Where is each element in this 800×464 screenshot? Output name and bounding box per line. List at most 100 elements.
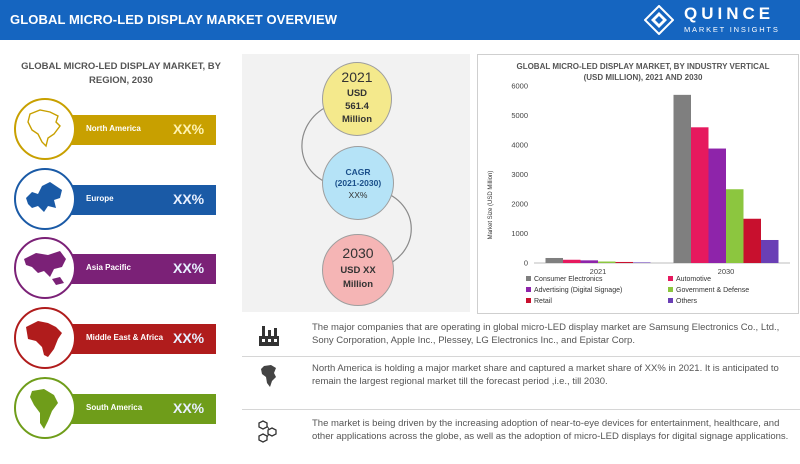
region-bar	[52, 324, 216, 354]
region-name: Asia Pacific	[86, 263, 131, 272]
chart-title-line-2: (USD MILLION), 2021 AND 2030	[584, 73, 703, 82]
region-name: South America	[86, 403, 143, 412]
region-share: XX%	[173, 191, 205, 207]
fact-divider	[242, 409, 800, 410]
x-tick-label: 2030	[718, 267, 735, 276]
north-america-map-icon	[261, 365, 276, 387]
company-logo: QUINCE MARKET INSIGHTS	[644, 3, 794, 37]
region-bar	[52, 394, 216, 424]
factory-icon	[259, 326, 279, 346]
legend-swatch	[668, 298, 673, 303]
region-asia-pacific: Asia Pacific XX%	[14, 237, 216, 299]
bar-2030-0	[673, 94, 691, 263]
region-map-circle	[14, 98, 76, 160]
logo-name: QUINCE	[684, 4, 775, 23]
cagr-period: (2021-2030)	[334, 178, 382, 188]
y-tick-label: 6000	[511, 82, 528, 91]
value-2021-amount: 561.4	[345, 101, 369, 112]
legend-label: Consumer Electronics	[534, 276, 603, 283]
logo-diamond-icon	[644, 5, 674, 35]
header-banner: GLOBAL MICRO-LED DISPLAY MARKET OVERVIEW…	[0, 0, 800, 40]
bar-2021-3	[598, 261, 616, 263]
value-2030-bubble: 2030 USD XX Million	[322, 234, 394, 306]
legend-label: Advertising (Digital Signage)	[534, 287, 622, 294]
legend-swatch	[526, 287, 531, 292]
africa-map-icon	[26, 321, 62, 357]
legend-swatch	[668, 287, 673, 292]
page-title: GLOBAL MICRO-LED DISPLAY MARKET OVERVIEW	[10, 12, 338, 27]
y-axis-label: Market Size (USD Million)	[488, 171, 494, 240]
bar-2030-1	[691, 127, 709, 263]
y-tick-label: 3000	[511, 170, 528, 179]
legend-label: Government & Defense	[676, 287, 749, 294]
region-map-circle	[14, 237, 76, 299]
legend-swatch	[526, 276, 531, 281]
y-tick-label: 1000	[511, 229, 528, 238]
legend-label: Retail	[534, 298, 552, 305]
region-name: Europe	[86, 194, 114, 203]
region-north-america: North America XX%	[14, 98, 216, 160]
region-map-circle	[14, 168, 76, 230]
bar-2030-3	[726, 189, 744, 263]
fact-divider	[242, 356, 800, 357]
region-name: Middle East & Africa	[86, 333, 164, 342]
region-bar	[52, 254, 216, 284]
fact-row-drivers: The market is being driven by the increa…	[242, 418, 800, 458]
value-2030-unit: Million	[342, 279, 374, 290]
cagr-label: CAGR	[345, 167, 371, 177]
y-tick-label: 0	[524, 259, 528, 268]
legend-label: Automotive	[676, 276, 711, 283]
y-tick-label: 4000	[511, 141, 528, 150]
legend-swatch	[668, 276, 673, 281]
bar-2021-4	[615, 261, 633, 263]
legend-label: Others	[676, 298, 698, 305]
bar-2030-5	[761, 239, 779, 263]
legend-swatch	[526, 298, 531, 303]
fact-row-region-share: North America is holding a major market …	[242, 363, 800, 403]
region-share: XX%	[173, 330, 205, 346]
value-2021-bubble: 2021 USD 561.4 Million	[322, 62, 392, 136]
y-tick-label: 5000	[511, 111, 528, 120]
fact-text: The major companies that are operating i…	[312, 322, 780, 346]
region-section-title: GLOBAL MICRO-LED DISPLAY MARKET, BY REGI…	[21, 61, 221, 86]
asia-pacific-map-icon	[24, 251, 66, 285]
south-america-map-icon	[30, 389, 58, 429]
region-share: XX%	[173, 400, 205, 416]
fact-text: North America is holding a major market …	[312, 363, 779, 387]
value-2030-amount: USD XX	[340, 265, 376, 276]
bar-2030-4	[743, 218, 761, 263]
bar-2021-2	[580, 260, 598, 263]
europe-map-icon	[26, 182, 62, 212]
value-2021-currency: USD	[346, 88, 368, 99]
bar-2030-2	[708, 148, 726, 263]
region-name: North America	[86, 124, 141, 133]
region-map-circle	[14, 377, 76, 439]
region-share: XX%	[173, 121, 205, 137]
y-tick-label: 2000	[511, 200, 528, 209]
value-2021-unit: Million	[341, 114, 373, 125]
network-hexagon-icon	[258, 420, 277, 443]
industry-vertical-bar-chart: GLOBAL MICRO-LED DISPLAY MARKET, BY INDU…	[488, 62, 790, 305]
region-middle-east-africa: Middle East & Africa XX%	[14, 307, 216, 369]
cagr-value: XX%	[348, 190, 368, 200]
bar-2021-0	[545, 257, 563, 263]
bar-2021-1	[563, 259, 581, 263]
logo-tagline: MARKET INSIGHTS	[684, 25, 780, 34]
region-share: XX%	[173, 260, 205, 276]
year-2030-label: 2030	[342, 245, 374, 261]
region-bar	[52, 115, 216, 145]
region-bar	[52, 185, 216, 215]
region-europe: Europe XX%	[14, 168, 216, 230]
region-south-america: South America XX%	[14, 377, 216, 439]
market-summary-panel: 2021 USD 561.4 Million CAGR (2021-2030) …	[242, 54, 470, 312]
year-2021-label: 2021	[341, 69, 373, 85]
region-map-circle	[14, 307, 76, 369]
north-america-map-icon	[27, 109, 61, 148]
cagr-bubble: CAGR (2021-2030) XX%	[322, 146, 394, 220]
bar-2021-5	[633, 262, 651, 263]
fact-row-companies: The major companies that are operating i…	[242, 322, 800, 352]
x-tick-label: 2021	[590, 267, 607, 276]
industry-vertical-chart-panel: GLOBAL MICRO-LED DISPLAY MARKET, BY INDU…	[477, 54, 799, 314]
fact-text: The market is being driven by the increa…	[312, 418, 789, 442]
chart-title-line-1: GLOBAL MICRO-LED DISPLAY MARKET, BY INDU…	[516, 62, 769, 71]
